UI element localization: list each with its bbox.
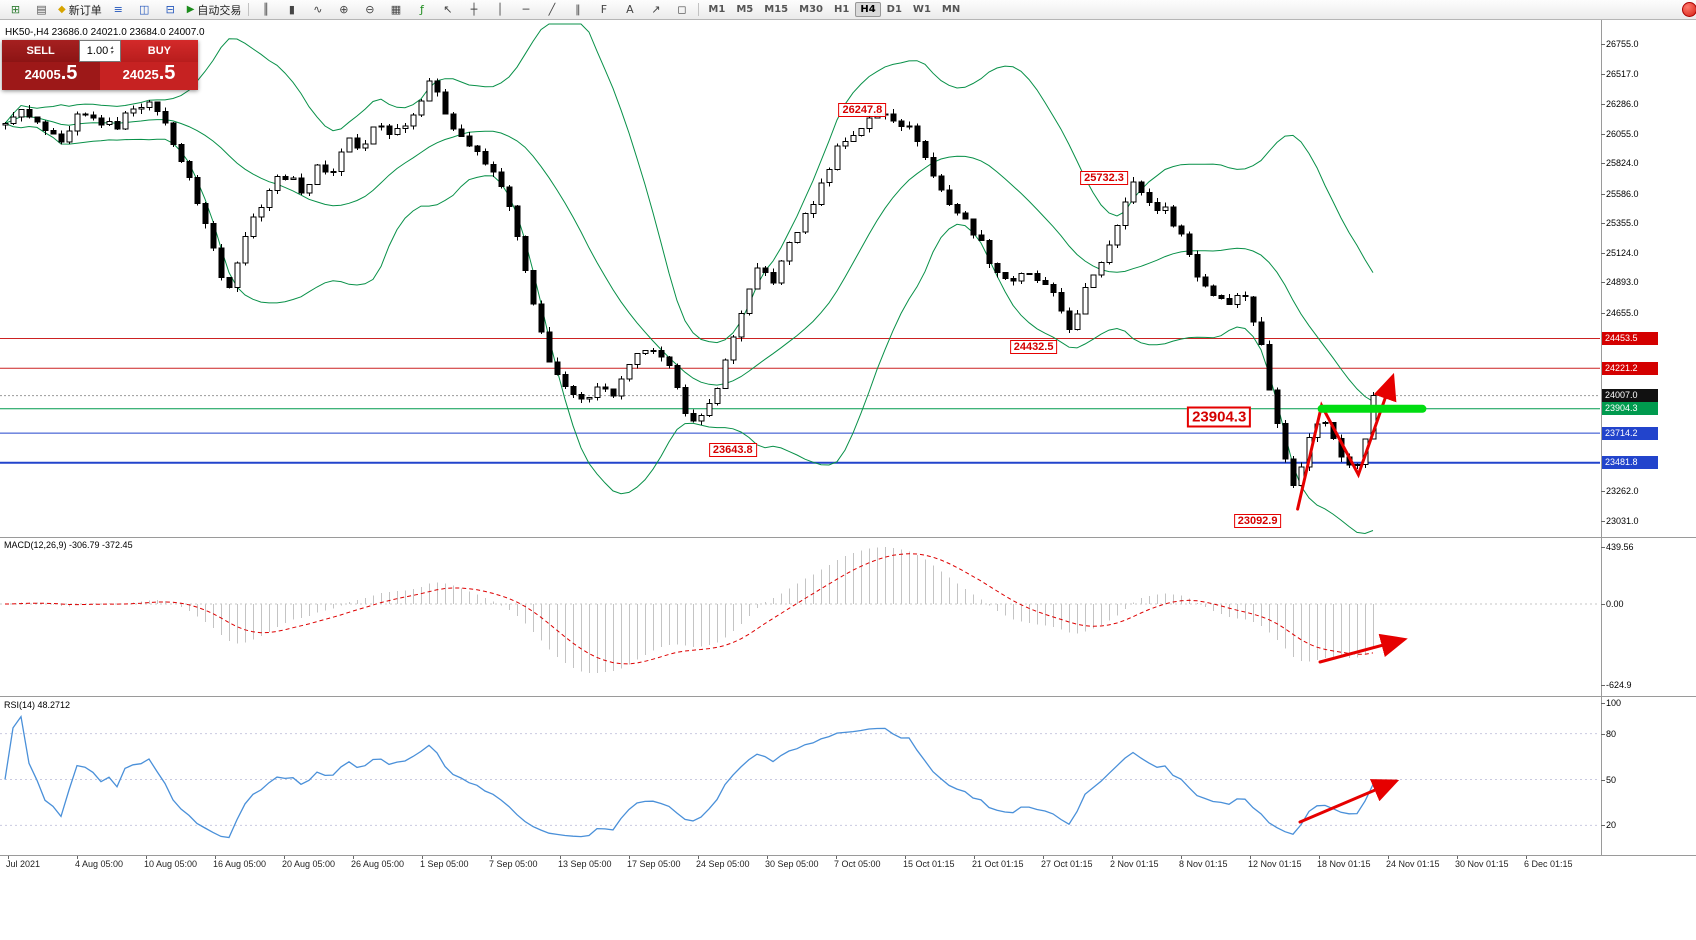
chart-ohlc-header: HK50-,H4 23686.0 24021.0 23684.0 24007.0 [5,27,205,38]
tool-icons: ║ ▮ ∿ ⊕ ⊖ ▦ ƒ ↖ ┼ │ ─ ╱ ∥ F A ↗ ◻ [253,0,694,19]
auto-trading-icon: ▶ [186,4,195,15]
vertical-line-tool-icon[interactable]: │ [496,3,504,16]
buy-price[interactable]: 24025.5 [100,62,198,90]
auto-trading-button[interactable]: ▶ 自动交易 [184,1,245,18]
new-order-icon: ◆ [58,4,66,15]
trendline-tool-icon[interactable]: ╱ [548,3,556,16]
new-order-button[interactable]: ◆ 新订单 [55,1,105,18]
timeframe-mn[interactable]: MN [941,4,961,15]
buy-button[interactable]: BUY [120,40,198,62]
sell-button[interactable]: SELL [2,40,80,62]
rsi-indicator-label: RSI(14) 48.2712 [4,700,71,710]
sell-price[interactable]: 24005.5 [2,62,100,90]
auto-trading-label: 自动交易 [197,4,242,17]
volume-spinner[interactable]: ▴ ▾ [110,45,114,56]
one-click-trading-panel: SELL 1.00 ▴ ▾ BUY 24005.5 24025.5 [2,40,198,90]
timeframe-m30[interactable]: M30 [799,4,823,15]
tile-windows-icon[interactable]: ▦ [390,3,402,16]
new-chart-icon[interactable]: ⊞ [10,3,21,16]
candlestick-mode-icon[interactable]: ▮ [288,3,295,16]
timeframe-m1[interactable]: M1 [708,4,726,15]
chart-file-icons: ⊞ ▤ [3,0,54,19]
timeframe-h4[interactable]: H4 [855,2,881,17]
macd-indicator-label: MACD(12,26,9) -306.79 -372.45 [4,540,133,550]
chart-profiles-icon[interactable]: ▤ [36,3,47,16]
data-window-icon[interactable]: ◫ [139,3,150,16]
toolbar-separator [698,3,700,16]
channel-tool-icon[interactable]: ∥ [575,3,581,16]
alert-icon[interactable] [1682,2,1696,17]
new-order-label: 新订单 [68,4,102,17]
fibonacci-tool-icon[interactable]: F [600,3,608,16]
zoom-in-icon[interactable]: ⊕ [339,3,349,16]
volume-field[interactable]: 1.00 ▴ ▾ [79,40,121,62]
timeframe-d1[interactable]: D1 [886,4,902,15]
cursor-tool-icon[interactable]: ↖ [443,3,453,16]
bar-chart-mode-icon[interactable]: ║ [262,3,270,16]
horizontal-line-tool-icon[interactable]: ─ [522,3,530,16]
zoom-out-icon[interactable]: ⊖ [365,3,375,16]
volume-value: 1.00 [86,45,109,57]
market-watch-icon[interactable]: ≡ [113,3,123,16]
timeframe-m5[interactable]: M5 [736,4,754,15]
text-tool-icon[interactable]: A [626,3,634,16]
timeframe-h1[interactable]: H1 [834,4,850,15]
workspace-icons: ≡ ◫ ⊟ [106,0,183,19]
crosshair-tool-icon[interactable]: ┼ [470,3,478,16]
toolbar: ⊞ ▤ ◆ 新订单 ≡ ◫ ⊟ ▶ 自动交易 ║ ▮ ∿ ⊕ ⊖ ▦ ƒ ↖ ┼ │ ─ ╱ ∥ F A ↗ ◻ M1… [0,0,1696,20]
arrow-tool-icon[interactable]: ↗ [651,3,661,16]
timeframe-w1[interactable]: W1 [912,4,931,15]
line-chart-mode-icon[interactable]: ∿ [313,3,323,16]
toolbar-separator [248,3,250,16]
shapes-tool-icon[interactable]: ◻ [677,3,687,16]
timeframe-switcher: M1 M5 M15 M30 H1 H4 D1 W1 MN [703,2,965,17]
indicators-list-icon[interactable]: ƒ [419,3,424,16]
navigator-icon[interactable]: ⊟ [165,3,175,16]
timeframe-m15[interactable]: M15 [764,4,789,15]
